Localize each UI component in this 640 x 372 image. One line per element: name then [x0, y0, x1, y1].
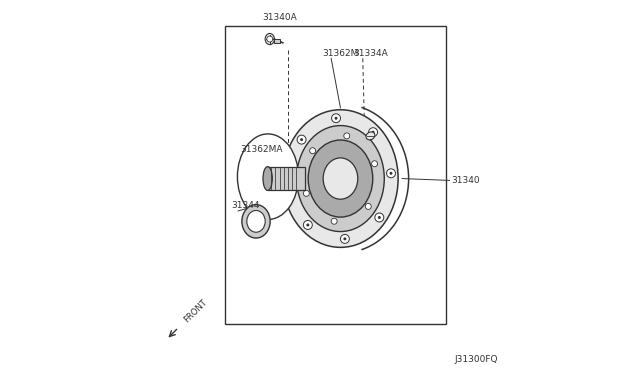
Ellipse shape	[263, 167, 272, 190]
Text: FRONT: FRONT	[182, 298, 209, 324]
Ellipse shape	[323, 158, 358, 199]
Circle shape	[303, 221, 312, 230]
Bar	[273, 39, 280, 43]
Circle shape	[303, 190, 309, 196]
Circle shape	[332, 114, 340, 123]
Ellipse shape	[283, 110, 398, 247]
Ellipse shape	[366, 132, 375, 140]
Bar	[225, 26, 447, 324]
Text: 31362MA: 31362MA	[240, 145, 282, 154]
Circle shape	[340, 234, 349, 243]
Circle shape	[310, 148, 316, 154]
Bar	[268, 167, 305, 190]
Ellipse shape	[308, 140, 372, 217]
Circle shape	[369, 128, 378, 137]
Text: 31362M: 31362M	[322, 49, 358, 58]
Circle shape	[344, 133, 349, 139]
Circle shape	[378, 216, 381, 219]
Circle shape	[267, 36, 273, 42]
Circle shape	[300, 138, 303, 141]
Ellipse shape	[296, 126, 384, 231]
Ellipse shape	[237, 134, 298, 219]
Circle shape	[344, 237, 346, 240]
Text: 31334A: 31334A	[353, 49, 388, 58]
Circle shape	[289, 182, 291, 185]
Circle shape	[375, 213, 384, 222]
Text: J31300FQ: J31300FQ	[454, 355, 498, 364]
Circle shape	[335, 117, 337, 120]
Circle shape	[331, 218, 337, 224]
Circle shape	[285, 179, 294, 188]
Circle shape	[372, 161, 378, 167]
Ellipse shape	[265, 33, 275, 45]
Text: 31340: 31340	[451, 176, 480, 185]
Circle shape	[387, 169, 396, 178]
Circle shape	[307, 224, 309, 227]
Circle shape	[297, 135, 306, 144]
Circle shape	[372, 131, 374, 134]
Circle shape	[390, 172, 392, 175]
Text: 31344: 31344	[232, 201, 260, 210]
Text: 31340A: 31340A	[262, 13, 297, 22]
Ellipse shape	[247, 211, 265, 232]
Ellipse shape	[242, 205, 270, 238]
Circle shape	[365, 203, 371, 209]
